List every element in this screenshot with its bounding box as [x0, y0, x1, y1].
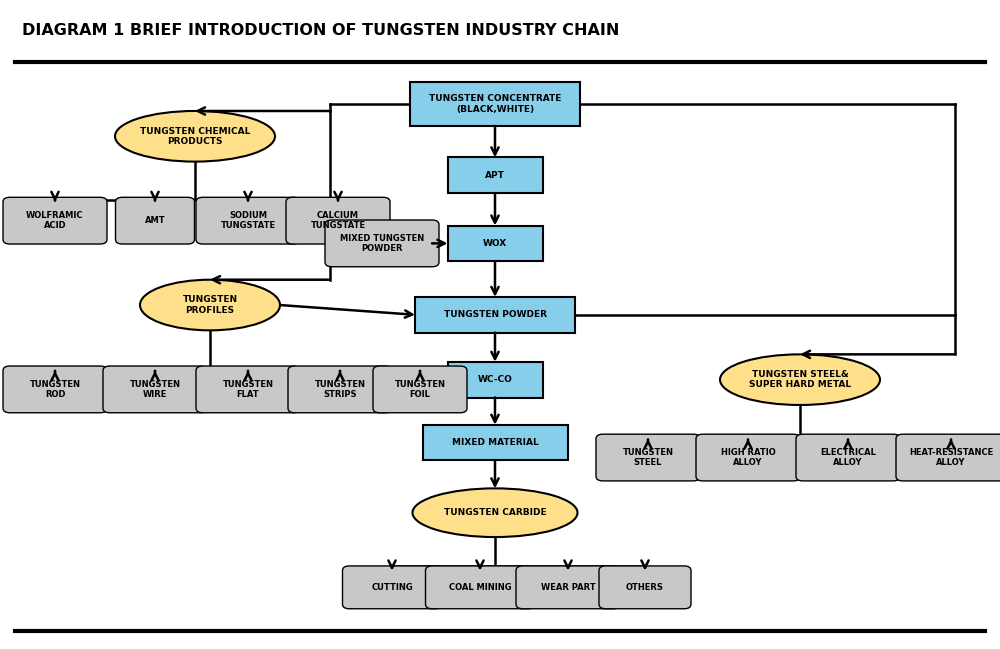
Ellipse shape [720, 354, 880, 405]
Text: SODIUM
TUNGSTATE: SODIUM TUNGSTATE [220, 211, 276, 230]
Text: TUNGSTEN
ROD: TUNGSTEN ROD [30, 380, 80, 399]
Text: OTHERS: OTHERS [626, 583, 664, 592]
Text: APT: APT [485, 171, 505, 180]
Text: CUTTING: CUTTING [371, 583, 413, 592]
Text: TUNGSTEN
FLAT: TUNGSTEN FLAT [222, 380, 274, 399]
FancyBboxPatch shape [448, 225, 542, 261]
Ellipse shape [140, 280, 280, 330]
FancyBboxPatch shape [426, 566, 534, 609]
Ellipse shape [115, 111, 275, 162]
Text: TUNGSTEN
WIRE: TUNGSTEN WIRE [130, 380, 180, 399]
FancyBboxPatch shape [3, 366, 107, 413]
Text: TUNGSTEN CARBIDE: TUNGSTEN CARBIDE [444, 508, 546, 517]
FancyBboxPatch shape [596, 434, 700, 481]
Text: TUNGSTEN POWDER: TUNGSTEN POWDER [444, 310, 546, 319]
FancyBboxPatch shape [448, 157, 542, 193]
Text: AMT: AMT [145, 216, 165, 225]
Text: CALCIUM
TUNGSTATE: CALCIUM TUNGSTATE [310, 211, 366, 230]
Text: MIXED MATERIAL: MIXED MATERIAL [452, 438, 538, 447]
Text: TUNGSTEN
STRIPS: TUNGSTEN STRIPS [314, 380, 366, 399]
FancyBboxPatch shape [599, 566, 691, 609]
FancyBboxPatch shape [342, 566, 442, 609]
Ellipse shape [413, 488, 578, 537]
FancyBboxPatch shape [896, 434, 1000, 481]
Text: TUNGSTEN CHEMICAL
PRODUCTS: TUNGSTEN CHEMICAL PRODUCTS [140, 127, 250, 146]
Text: WC-CO: WC-CO [478, 375, 512, 384]
Text: COAL MINING: COAL MINING [449, 583, 511, 592]
Text: WOLFRAMIC
ACID: WOLFRAMIC ACID [26, 211, 84, 230]
Text: TUNGSTEN
STEEL: TUNGSTEN STEEL [622, 448, 674, 467]
FancyBboxPatch shape [410, 82, 580, 126]
FancyBboxPatch shape [796, 434, 900, 481]
FancyBboxPatch shape [288, 366, 392, 413]
Text: DIAGRAM 1 BRIEF INTRODUCTION OF TUNGSTEN INDUSTRY CHAIN: DIAGRAM 1 BRIEF INTRODUCTION OF TUNGSTEN… [22, 23, 619, 38]
FancyBboxPatch shape [3, 197, 107, 244]
Text: TUNGSTEN
FOIL: TUNGSTEN FOIL [394, 380, 446, 399]
Text: HIGH RATIO
ALLOY: HIGH RATIO ALLOY [721, 448, 775, 467]
FancyBboxPatch shape [103, 366, 207, 413]
Text: WEAR PART: WEAR PART [541, 583, 595, 592]
Text: WOX: WOX [483, 239, 507, 248]
Text: TUNGSTEN CONCENTRATE
(BLACK,WHITE): TUNGSTEN CONCENTRATE (BLACK,WHITE) [429, 94, 561, 114]
FancyBboxPatch shape [448, 362, 542, 397]
Text: MIXED TUNGSTEN
POWDER: MIXED TUNGSTEN POWDER [340, 234, 424, 253]
Text: TUNGSTEN
PROFILES: TUNGSTEN PROFILES [182, 295, 238, 315]
FancyBboxPatch shape [415, 297, 575, 332]
FancyBboxPatch shape [196, 366, 300, 413]
FancyBboxPatch shape [325, 220, 439, 267]
Text: ELECTRICAL
ALLOY: ELECTRICAL ALLOY [820, 448, 876, 467]
Text: HEAT-RESISTANCE
ALLOY: HEAT-RESISTANCE ALLOY [909, 448, 993, 467]
FancyBboxPatch shape [196, 197, 300, 244]
FancyBboxPatch shape [422, 425, 568, 461]
FancyBboxPatch shape [696, 434, 800, 481]
FancyBboxPatch shape [516, 566, 620, 609]
FancyBboxPatch shape [286, 197, 390, 244]
FancyBboxPatch shape [373, 366, 467, 413]
FancyBboxPatch shape [115, 197, 194, 244]
Text: TUNGSTEN STEEL&
SUPER HARD METAL: TUNGSTEN STEEL& SUPER HARD METAL [749, 370, 851, 389]
